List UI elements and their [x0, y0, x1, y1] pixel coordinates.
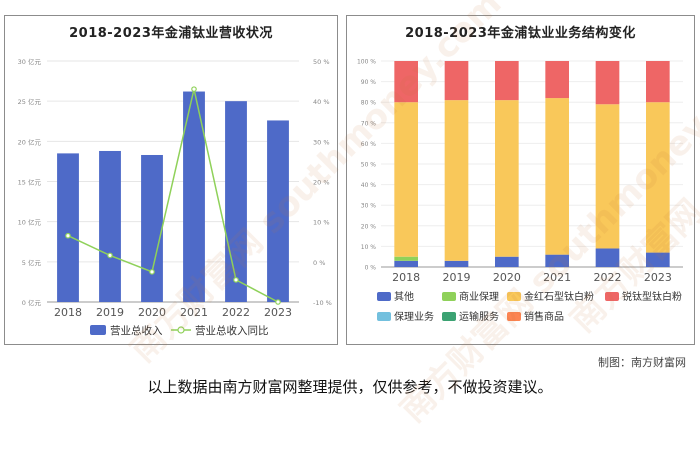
y-tick-label-left: 25 亿元	[18, 97, 42, 106]
legend-swatch	[442, 292, 456, 301]
stacked-segment	[495, 256, 519, 267]
legend-label: 锐钛型钛白粉	[622, 290, 682, 303]
disclaimer-text: 以上数据由南方财富网整理提供，仅供参考，不做投资建议。	[147, 378, 553, 396]
y-tick-label-left: 15 亿元	[18, 178, 42, 187]
x-tick-label: 2020	[138, 306, 166, 319]
legend-label: 销售商品	[524, 310, 564, 323]
stacked-segment	[545, 98, 569, 255]
x-tick-label: 2018	[392, 271, 420, 284]
structure-chart: 0 % 10 % 20 % 30 % 40 % 50 % 60 % 70 % 80 % 90 % 1…	[357, 59, 683, 323]
y-tick-label-right: 40 %	[313, 98, 330, 106]
stacked-segment	[394, 61, 418, 103]
legend-swatch	[377, 312, 391, 321]
x-tick-label: 2018	[54, 306, 82, 319]
stacked-segment	[495, 100, 519, 257]
legend-swatch	[442, 312, 456, 321]
legend-swatch	[605, 292, 619, 301]
y-tick-label-right: -10 %	[313, 299, 332, 307]
x-tick-label: 2020	[493, 271, 521, 284]
legend-label: 保理业务	[394, 310, 434, 323]
yoy-point	[149, 269, 155, 275]
y-tick-label-right: 20 %	[313, 179, 330, 187]
revenue-bar	[141, 154, 163, 302]
y-tick-label-left: 10 亿元	[18, 218, 42, 227]
y-tick-label-left: 20 亿元	[18, 137, 42, 146]
legend-swatch	[377, 292, 391, 301]
y-tick-label-left: 5 亿元	[22, 258, 42, 267]
revenue-chart-panel: 2018-2023年金浦钛业营收状况 0 亿元 5 亿元 10 亿元 15 亿元 20 …	[4, 15, 338, 345]
stacked-segment	[394, 260, 418, 267]
legend-label: 其他	[394, 290, 414, 303]
revenue-bar	[225, 101, 247, 303]
x-tick-label: 2022	[222, 306, 250, 319]
y-tick-label: 100 %	[357, 59, 376, 66]
x-tick-label: 2023	[644, 271, 672, 284]
y-tick-label: 60 %	[361, 141, 377, 148]
y-tick-label-right: 30 %	[313, 138, 330, 146]
stacked-segment	[444, 260, 469, 267]
y-tick-label: 30 %	[361, 203, 377, 210]
stacked-segment	[646, 102, 670, 253]
revenue-chart: 0 亿元 5 亿元 10 亿元 15 亿元 20 亿元 25 亿元 30 亿元 -10 % 0 …	[18, 57, 332, 337]
y-tick-label: 70 %	[361, 120, 377, 127]
x-tick-label: 2019	[443, 271, 471, 284]
yoy-point	[191, 86, 197, 92]
legend-label-yoy: 营业总收入同比	[195, 324, 269, 337]
yoy-point	[65, 232, 71, 239]
y-tick-label-right: 10 %	[313, 219, 330, 227]
yoy-point	[233, 277, 239, 283]
yoy-point	[107, 252, 113, 259]
legend-marker-yoy	[177, 326, 185, 334]
x-tick-label: 2022	[594, 271, 622, 284]
y-tick-label-right: 50 %	[313, 58, 330, 66]
x-tick-label: 2021	[180, 306, 208, 319]
y-tick-label: 80 %	[361, 100, 377, 107]
y-tick-label-left: 0 亿元	[22, 298, 42, 307]
stacked-segment	[545, 61, 569, 99]
y-tick-label: 10 %	[361, 244, 377, 251]
chart-credit: 制图：南方财富网	[598, 356, 686, 369]
y-tick-label: 20 %	[361, 223, 377, 230]
revenue-bar	[99, 150, 121, 302]
stacked-segment	[646, 252, 670, 267]
revenue-bar	[57, 153, 79, 302]
legend-label: 运输服务	[459, 310, 499, 323]
legend-label-revenue: 营业总收入	[110, 324, 163, 337]
y-tick-label: 40 %	[361, 182, 377, 189]
x-tick-label: 2019	[96, 306, 124, 319]
stacked-segment	[495, 61, 519, 101]
stacked-segment	[595, 61, 620, 105]
stacked-segment	[394, 102, 418, 257]
legend-swatch	[507, 292, 521, 301]
stacked-segment	[595, 104, 620, 249]
stacked-segment	[444, 100, 469, 261]
y-tick-label-left: 30 亿元	[18, 57, 42, 66]
x-tick-label: 2021	[543, 271, 571, 284]
revenue-chart-title: 2018-2023年金浦钛业营收状况	[69, 26, 273, 41]
y-tick-label: 90 %	[361, 79, 377, 86]
legend-swatch-revenue	[90, 325, 106, 335]
revenue-bar	[183, 91, 205, 302]
structure-chart-title: 2018-2023年金浦钛业业务结构变化	[405, 26, 636, 41]
stacked-segment	[545, 254, 569, 267]
x-tick-label: 2023	[264, 306, 292, 319]
stacked-segment	[444, 61, 469, 101]
stacked-segment	[646, 61, 670, 103]
yoy-point	[275, 299, 281, 305]
legend-label: 金红石型钛白粉	[524, 290, 594, 303]
revenue-bar	[267, 120, 289, 303]
y-tick-label: 0 %	[365, 265, 377, 272]
y-tick-label-right: 0 %	[313, 259, 325, 267]
stacked-segment	[394, 256, 418, 261]
structure-chart-panel: 2018-2023年金浦钛业业务结构变化 0 % 10 % 20 % 30 % 40 %…	[346, 15, 695, 345]
y-tick-label: 50 %	[361, 162, 377, 169]
legend-swatch	[507, 312, 521, 321]
yoy-line	[67, 88, 279, 303]
stacked-segment	[595, 248, 620, 267]
legend-label: 商业保理	[459, 290, 499, 303]
